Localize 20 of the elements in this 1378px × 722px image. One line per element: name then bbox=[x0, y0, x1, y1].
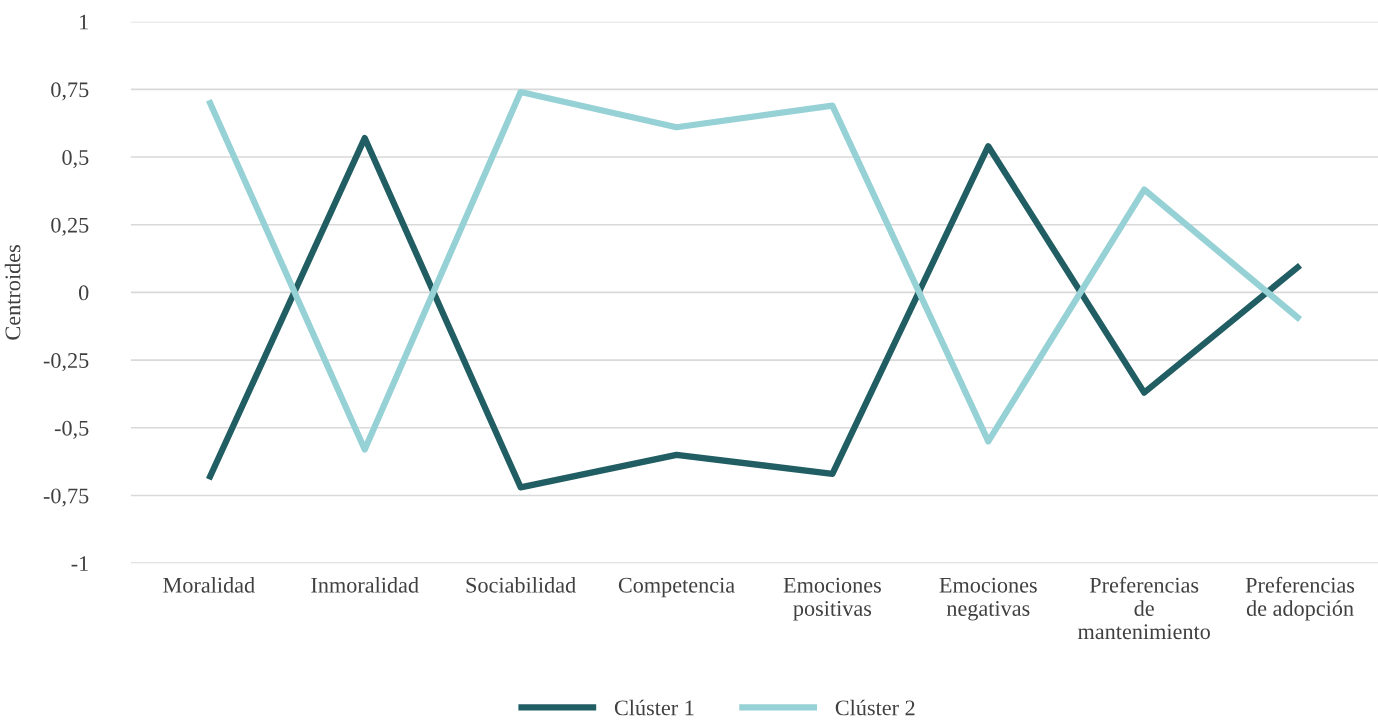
legend-label: Clúster 2 bbox=[835, 699, 915, 716]
x-tick-label: Emociones negativas bbox=[939, 577, 1037, 621]
x-tick-label: Inmoralidad bbox=[311, 577, 419, 593]
x-tick-label: Emociones positivas bbox=[783, 577, 881, 621]
y-tick-label: -0,5 bbox=[54, 420, 89, 439]
y-tick-label: 0,75 bbox=[51, 82, 89, 101]
x-tick-label: Competencia bbox=[618, 577, 735, 598]
y-tick-label: -0,25 bbox=[43, 353, 89, 372]
y-tick-label: 0,25 bbox=[51, 217, 89, 236]
x-tick-label: Preferencias de mantenimiento bbox=[1077, 576, 1210, 640]
y-axis-title: Centroides bbox=[4, 245, 21, 340]
y-tick-label: -1 bbox=[71, 556, 88, 571]
x-tick-label: Preferencias de adopción bbox=[1245, 576, 1355, 621]
x-tick-label: Sociabilidad bbox=[466, 577, 576, 593]
y-tick-label: 1 bbox=[80, 14, 88, 30]
legend-label: Clúster 1 bbox=[614, 699, 694, 716]
y-tick-label: -0,75 bbox=[43, 488, 89, 507]
y-tick-label: 0,5 bbox=[62, 149, 89, 169]
x-tick-label: Moralidad bbox=[163, 577, 255, 593]
y-tick-label: 0 bbox=[78, 285, 89, 301]
